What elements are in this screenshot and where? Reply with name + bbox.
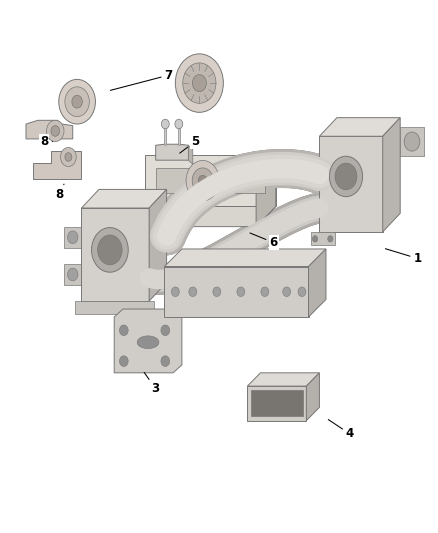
Circle shape: [59, 79, 95, 124]
Circle shape: [161, 119, 169, 129]
Circle shape: [237, 287, 245, 296]
Circle shape: [60, 148, 76, 166]
Circle shape: [46, 120, 64, 142]
Polygon shape: [33, 151, 81, 179]
Circle shape: [186, 160, 219, 201]
Bar: [251, 390, 303, 416]
Polygon shape: [149, 189, 166, 301]
Polygon shape: [64, 227, 81, 248]
Circle shape: [261, 287, 269, 296]
Circle shape: [65, 153, 72, 161]
Circle shape: [65, 87, 89, 117]
Polygon shape: [155, 144, 188, 160]
Circle shape: [175, 119, 183, 129]
Polygon shape: [247, 386, 306, 421]
Circle shape: [161, 356, 170, 367]
Text: 8: 8: [40, 135, 53, 148]
Circle shape: [312, 236, 318, 242]
Circle shape: [120, 356, 128, 367]
Circle shape: [67, 231, 78, 244]
Circle shape: [192, 75, 206, 92]
Circle shape: [198, 175, 207, 186]
Polygon shape: [319, 118, 400, 136]
Circle shape: [404, 132, 420, 151]
Polygon shape: [114, 309, 182, 373]
Polygon shape: [164, 249, 326, 266]
Circle shape: [298, 287, 306, 296]
Polygon shape: [319, 136, 383, 232]
Polygon shape: [125, 206, 276, 227]
Polygon shape: [81, 189, 166, 208]
Circle shape: [213, 287, 221, 296]
Circle shape: [120, 325, 128, 336]
Text: 4: 4: [328, 419, 354, 440]
Circle shape: [175, 54, 223, 112]
Polygon shape: [306, 373, 319, 421]
Polygon shape: [400, 127, 424, 156]
Text: 1: 1: [385, 249, 422, 265]
Circle shape: [98, 235, 122, 265]
Circle shape: [329, 156, 363, 197]
Polygon shape: [383, 118, 400, 232]
Polygon shape: [145, 155, 276, 206]
Polygon shape: [26, 120, 73, 139]
Polygon shape: [247, 373, 319, 386]
Circle shape: [183, 63, 216, 103]
Circle shape: [328, 236, 333, 242]
Polygon shape: [81, 208, 149, 301]
Circle shape: [51, 126, 60, 136]
Text: 8: 8: [56, 184, 64, 201]
Text: 5: 5: [180, 135, 199, 153]
Circle shape: [335, 163, 357, 190]
Polygon shape: [155, 168, 265, 193]
Circle shape: [283, 287, 290, 296]
Circle shape: [171, 287, 179, 296]
Ellipse shape: [137, 336, 159, 349]
Polygon shape: [164, 266, 308, 317]
Polygon shape: [256, 155, 276, 227]
Circle shape: [67, 268, 78, 281]
Text: 7: 7: [110, 69, 173, 91]
Circle shape: [161, 325, 170, 336]
Polygon shape: [188, 146, 193, 165]
Polygon shape: [308, 249, 326, 317]
Circle shape: [192, 168, 213, 193]
Circle shape: [92, 228, 128, 272]
Polygon shape: [311, 232, 335, 245]
Circle shape: [189, 287, 197, 296]
Polygon shape: [75, 301, 153, 314]
Text: 6: 6: [250, 233, 278, 249]
Circle shape: [72, 95, 82, 108]
Text: 3: 3: [144, 373, 160, 395]
Polygon shape: [64, 264, 81, 285]
